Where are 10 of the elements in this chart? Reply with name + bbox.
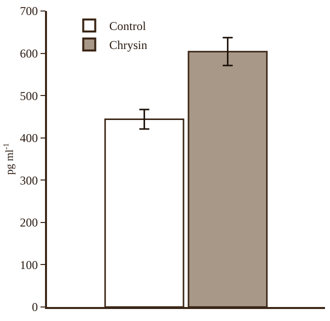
y-tick-label: 0	[32, 300, 38, 314]
y-tick-label: 400	[20, 131, 38, 146]
y-tick-label: 100	[20, 258, 38, 272]
y-tick-label: 300	[20, 173, 38, 188]
legend-label: Chrysin	[109, 38, 148, 52]
legend-label: Control	[109, 19, 147, 34]
y-tick-label: 500	[20, 88, 38, 103]
y-tick-label: 200	[20, 216, 38, 230]
y-tick-label: 700	[20, 4, 38, 18]
y-tick-label: 600	[20, 46, 38, 60]
